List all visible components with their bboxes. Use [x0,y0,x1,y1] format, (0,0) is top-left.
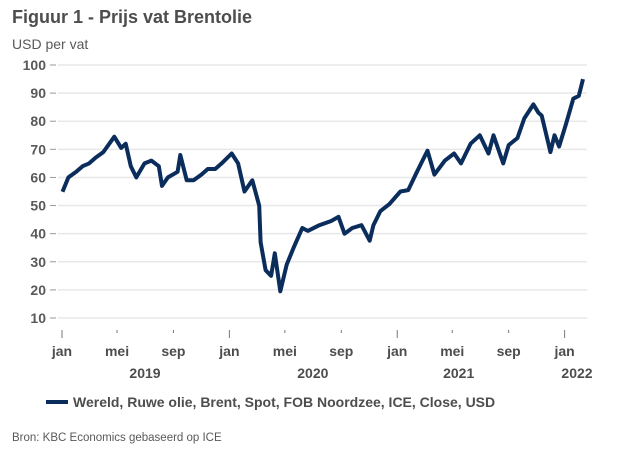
y-tick-label: 70 [30,141,46,157]
legend-label: Wereld, Ruwe olie, Brent, Spot, FOB Noor… [73,394,495,410]
series-line-brent [60,78,585,294]
y-tick-label: 60 [30,169,46,185]
x-tick-label: mei [440,343,464,359]
x-tick-label: jan [386,343,407,359]
y-tick-label: 100 [23,57,47,73]
y-tick-label: 40 [30,226,46,242]
x-axis: jan mei sep jan mei sep jan mei sep jan 2019 2020 20… [51,330,593,381]
chart-title: Figuur 1 - Prijs vat Brentolie [12,7,252,27]
y-tick-label: 30 [30,254,46,270]
y-axis-label: USD per vat [12,36,88,52]
y-tick-label: 80 [30,113,46,129]
x-year-label: 2019 [129,365,160,381]
x-tick-label: jan [553,343,574,359]
y-tick-label: 10 [30,310,46,326]
x-tick-label: mei [105,343,129,359]
x-year-label: 2020 [297,365,328,381]
x-tick-label: sep [329,343,353,359]
y-tick-label: 50 [30,198,46,214]
source-note: Bron: KBC Economics gebaseerd op ICE [12,432,222,444]
x-tick-label: jan [51,343,72,359]
x-tick-label: sep [161,343,185,359]
y-tick-label: 20 [30,282,46,298]
x-tick-label: mei [273,343,297,359]
y-tick-label: 90 [30,85,46,101]
gridlines [58,64,587,319]
x-tick-label: jan [218,343,239,359]
x-year-label: 2022 [561,365,592,381]
x-year-label: 2021 [443,365,474,381]
x-tick-label: sep [497,343,521,359]
y-axis: 100 90 80 70 60 50 40 30 20 10 [23,57,56,326]
